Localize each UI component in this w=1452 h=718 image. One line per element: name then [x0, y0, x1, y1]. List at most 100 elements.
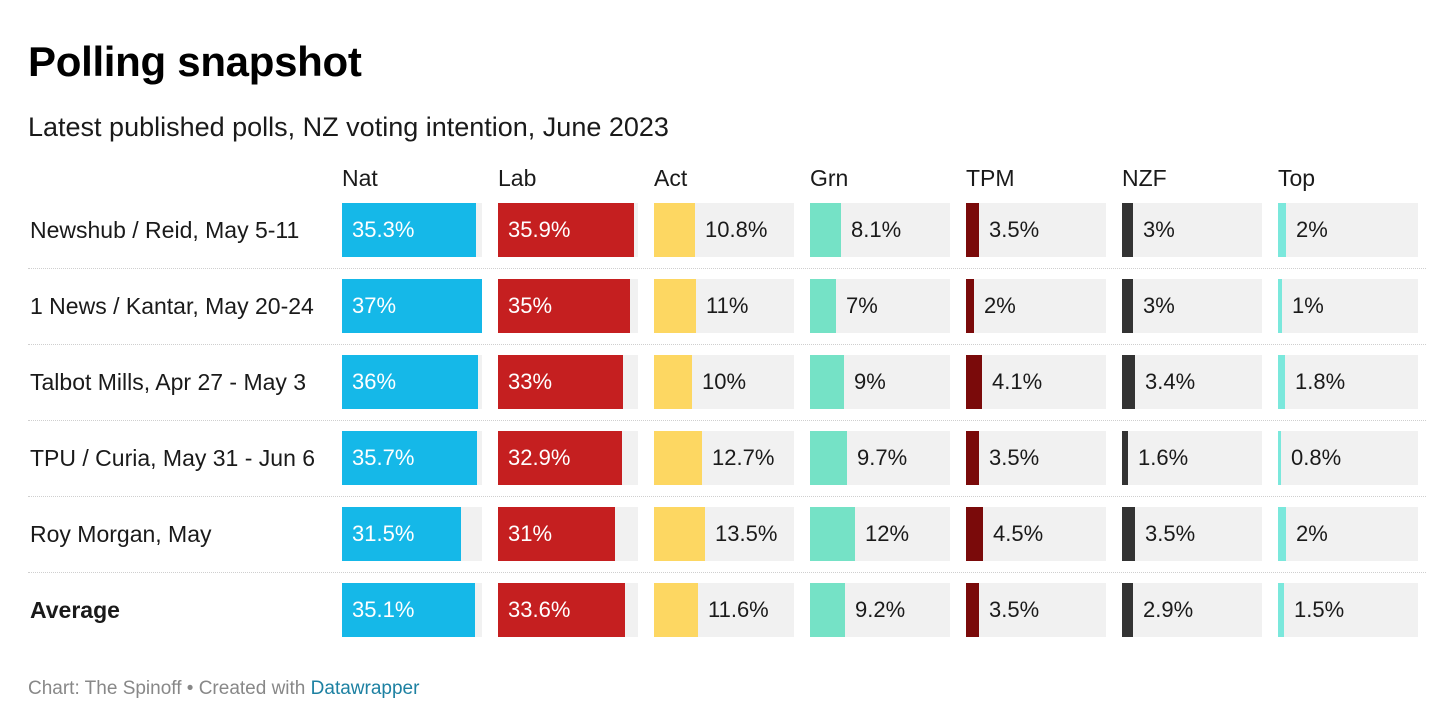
bar-tpm [966, 431, 979, 485]
cell-nat: 35.7% [342, 431, 482, 485]
value-label: 36% [352, 369, 397, 394]
value-label: 4.1% [992, 369, 1043, 394]
bar-nat [342, 431, 477, 485]
value-label: 3.5% [989, 445, 1040, 470]
bar-lab [498, 507, 615, 561]
bar-top [1278, 355, 1285, 409]
value-label: 4.5% [993, 521, 1044, 546]
value-label: 31% [508, 521, 553, 546]
bar-nzf [1122, 583, 1133, 637]
value-label: 10.8% [705, 217, 768, 242]
bar-nat [342, 507, 461, 561]
cell-top: 2% [1278, 507, 1418, 561]
value-label: 37% [352, 293, 397, 318]
bar-grn [810, 279, 836, 333]
bar-act [654, 583, 698, 637]
value-label: 9.2% [855, 597, 906, 622]
bar-act [654, 431, 702, 485]
cell-grn: 9.2% [810, 583, 950, 637]
cell-grn: 12% [810, 507, 950, 561]
bar-tpm [966, 355, 982, 409]
column-header-grn: Grn [810, 165, 849, 191]
value-label: 33% [508, 369, 553, 394]
cell-lab: 35% [498, 279, 638, 333]
cell-top: 1.8% [1278, 355, 1418, 409]
cell-top: 0.8% [1278, 431, 1418, 485]
cell-tpm: 3.5% [966, 431, 1106, 485]
row-label: Average [30, 597, 120, 623]
cell-nzf: 3.5% [1122, 507, 1262, 561]
bar-nzf [1122, 355, 1135, 409]
cell-nzf: 1.6% [1122, 431, 1262, 485]
cell-act: 10.8% [654, 203, 794, 257]
bar-nzf [1122, 431, 1128, 485]
value-label: 10% [702, 369, 747, 394]
chart-footer: Chart: The Spinoff • Created with Datawr… [28, 678, 419, 700]
bar-lab [498, 203, 634, 257]
value-label: 3.5% [989, 217, 1040, 242]
cell-grn: 9% [810, 355, 950, 409]
cell-lab: 33% [498, 355, 638, 409]
bar-act [654, 355, 692, 409]
value-label: 33.6% [508, 597, 571, 622]
value-label: 3% [1143, 293, 1175, 318]
value-label: 1.6% [1138, 445, 1189, 470]
datawrapper-link[interactable]: Datawrapper [310, 678, 420, 699]
column-header-lab: Lab [498, 165, 537, 191]
value-label: 8.1% [851, 217, 902, 242]
cell-nat: 35.1% [342, 583, 482, 637]
cell-tpm: 3.5% [966, 583, 1106, 637]
row-label: Talbot Mills, Apr 27 - May 3 [30, 369, 307, 395]
cell-lab: 33.6% [498, 583, 638, 637]
row-divider [28, 344, 1426, 345]
row-label: Newshub / Reid, May 5-11 [30, 217, 300, 243]
value-label: 35.1% [352, 597, 415, 622]
row-label: TPU / Curia, May 31 - Jun 6 [30, 445, 316, 471]
bar-nzf [1122, 203, 1133, 257]
value-label: 35% [508, 293, 553, 318]
bar-grn [810, 583, 845, 637]
row-label: 1 News / Kantar, May 20-24 [30, 293, 314, 319]
row-label: Roy Morgan, May [30, 521, 212, 547]
cell-act: 10% [654, 355, 794, 409]
chart-title: Polling snapshot [28, 38, 362, 85]
bar-act [654, 203, 695, 257]
bar-lab [498, 355, 623, 409]
value-label: 2% [984, 293, 1016, 318]
cell-tpm: 2% [966, 279, 1106, 333]
bar-grn [810, 507, 855, 561]
cell-act: 11% [654, 279, 794, 333]
cell-lab: 35.9% [498, 203, 638, 257]
row-divider [28, 420, 1426, 421]
cell-nat: 35.3% [342, 203, 482, 257]
value-label: 1.5% [1294, 597, 1345, 622]
cell-top: 2% [1278, 203, 1418, 257]
bar-top [1278, 279, 1282, 333]
cell-top: 1% [1278, 279, 1418, 333]
value-label: 9.7% [857, 445, 908, 470]
cell-tpm: 4.5% [966, 507, 1106, 561]
value-label: 3.5% [1145, 521, 1196, 546]
cell-grn: 7% [810, 279, 950, 333]
value-label: 3.5% [989, 597, 1040, 622]
cell-nzf: 3.4% [1122, 355, 1262, 409]
bar-nat [342, 583, 475, 637]
bar-top [1278, 431, 1281, 485]
bar-tpm [966, 203, 979, 257]
bar-grn [810, 355, 844, 409]
bar-nzf [1122, 507, 1135, 561]
bar-act [654, 507, 705, 561]
chart-subtitle: Latest published polls, NZ voting intent… [28, 112, 669, 142]
column-header-act: Act [654, 165, 688, 191]
column-header-nzf: NZF [1122, 165, 1167, 191]
value-label: 35.3% [352, 217, 415, 242]
cell-tpm: 4.1% [966, 355, 1106, 409]
row-divider [28, 268, 1426, 269]
cell-act: 13.5% [654, 507, 794, 561]
column-header-top: Top [1278, 165, 1316, 191]
column-header-nat: Nat [342, 165, 378, 191]
column-header-tpm: TPM [966, 165, 1015, 191]
value-label: 31.5% [352, 521, 415, 546]
value-label: 0.8% [1291, 445, 1342, 470]
bar-nzf [1122, 279, 1133, 333]
